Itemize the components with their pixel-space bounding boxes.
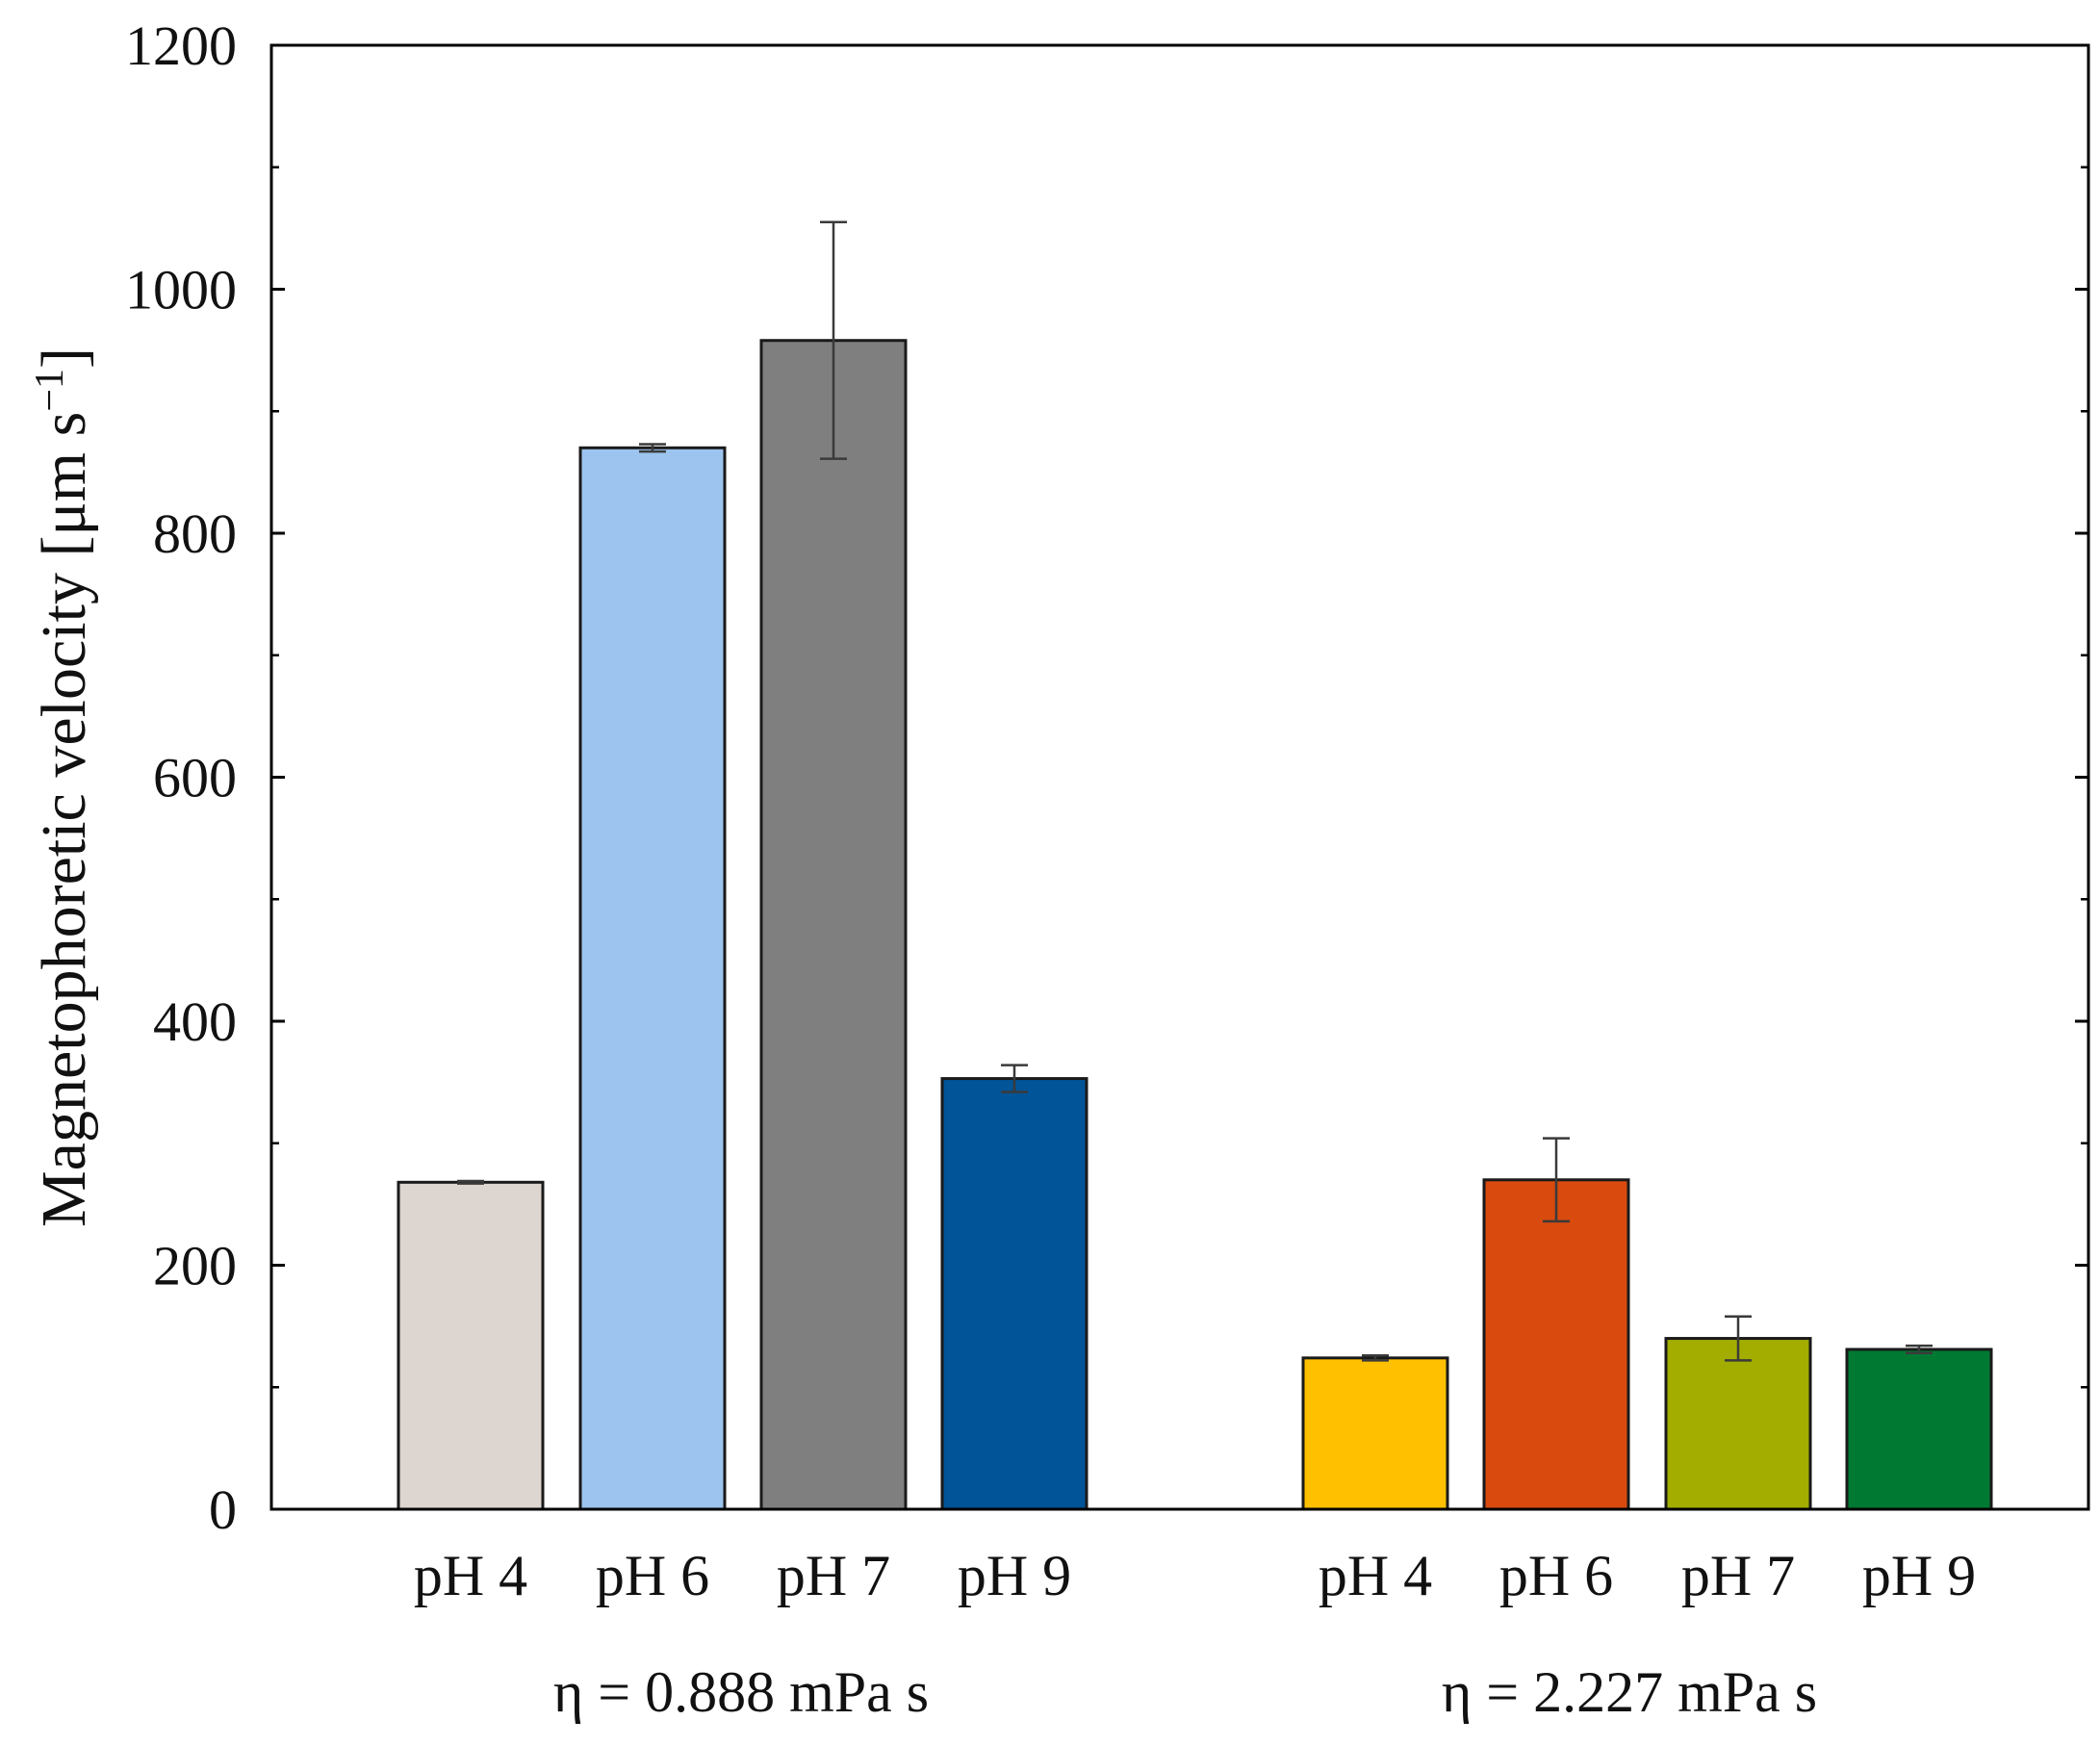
bar-g1-ph7 [759,339,908,1511]
x-tick-label: pH 6 [596,1544,709,1607]
group-label: η = 0.888 mPa s [553,1660,929,1724]
x-tick-label: pH 7 [777,1544,890,1607]
error-bar-g2-1 [1362,1354,1389,1362]
x-tick-label: pH 9 [1862,1544,1976,1607]
bar-g2-ph7 [1664,1337,1812,1511]
y-tick-label: 400 [153,990,237,1053]
group-label: η = 2.227 mPa s [1442,1660,1817,1724]
y-axis-title: Magnetophoretic velocity [μm s−1] [28,347,99,1227]
error-bar-g1-1 [457,1179,484,1185]
axes: pH 4 pH 6 pH 7 pH 9 η = 0.888 mPa s pH 4 pH 6 p… [125,14,2090,1724]
error-bar-g2-3 [1725,1315,1752,1362]
bar-g1-ph9 [940,1077,1088,1511]
error-bar-g2-4 [1906,1344,1933,1355]
y-tick-label: 800 [153,502,237,565]
y-tick-label: 1200 [125,14,237,77]
error-bar-g1-3 [820,220,847,460]
y-tick-label: 1000 [125,259,237,321]
bar-g1-ph4 [397,1180,545,1511]
error-bar-g1-2 [639,443,666,453]
bar-g1-ph6 [578,446,727,1511]
y-tick-label: 200 [153,1235,237,1297]
x-tick-label: pH 6 [1499,1544,1613,1607]
x-tick-label: pH 7 [1681,1544,1795,1607]
plot-area [397,220,1993,1511]
y-tick-label: 0 [209,1478,237,1541]
x-tick-label: pH 4 [414,1544,527,1607]
bar-g2-ph4 [1301,1356,1449,1511]
x-tick-label: pH 9 [958,1544,1071,1607]
error-bar-g1-4 [1001,1064,1028,1093]
error-bar-g2-2 [1543,1137,1570,1223]
x-tick-label: pH 4 [1319,1544,1432,1607]
bar-g2-ph9 [1845,1348,1993,1511]
bar-g2-ph6 [1482,1178,1630,1511]
y-tick-label: 600 [153,747,237,809]
